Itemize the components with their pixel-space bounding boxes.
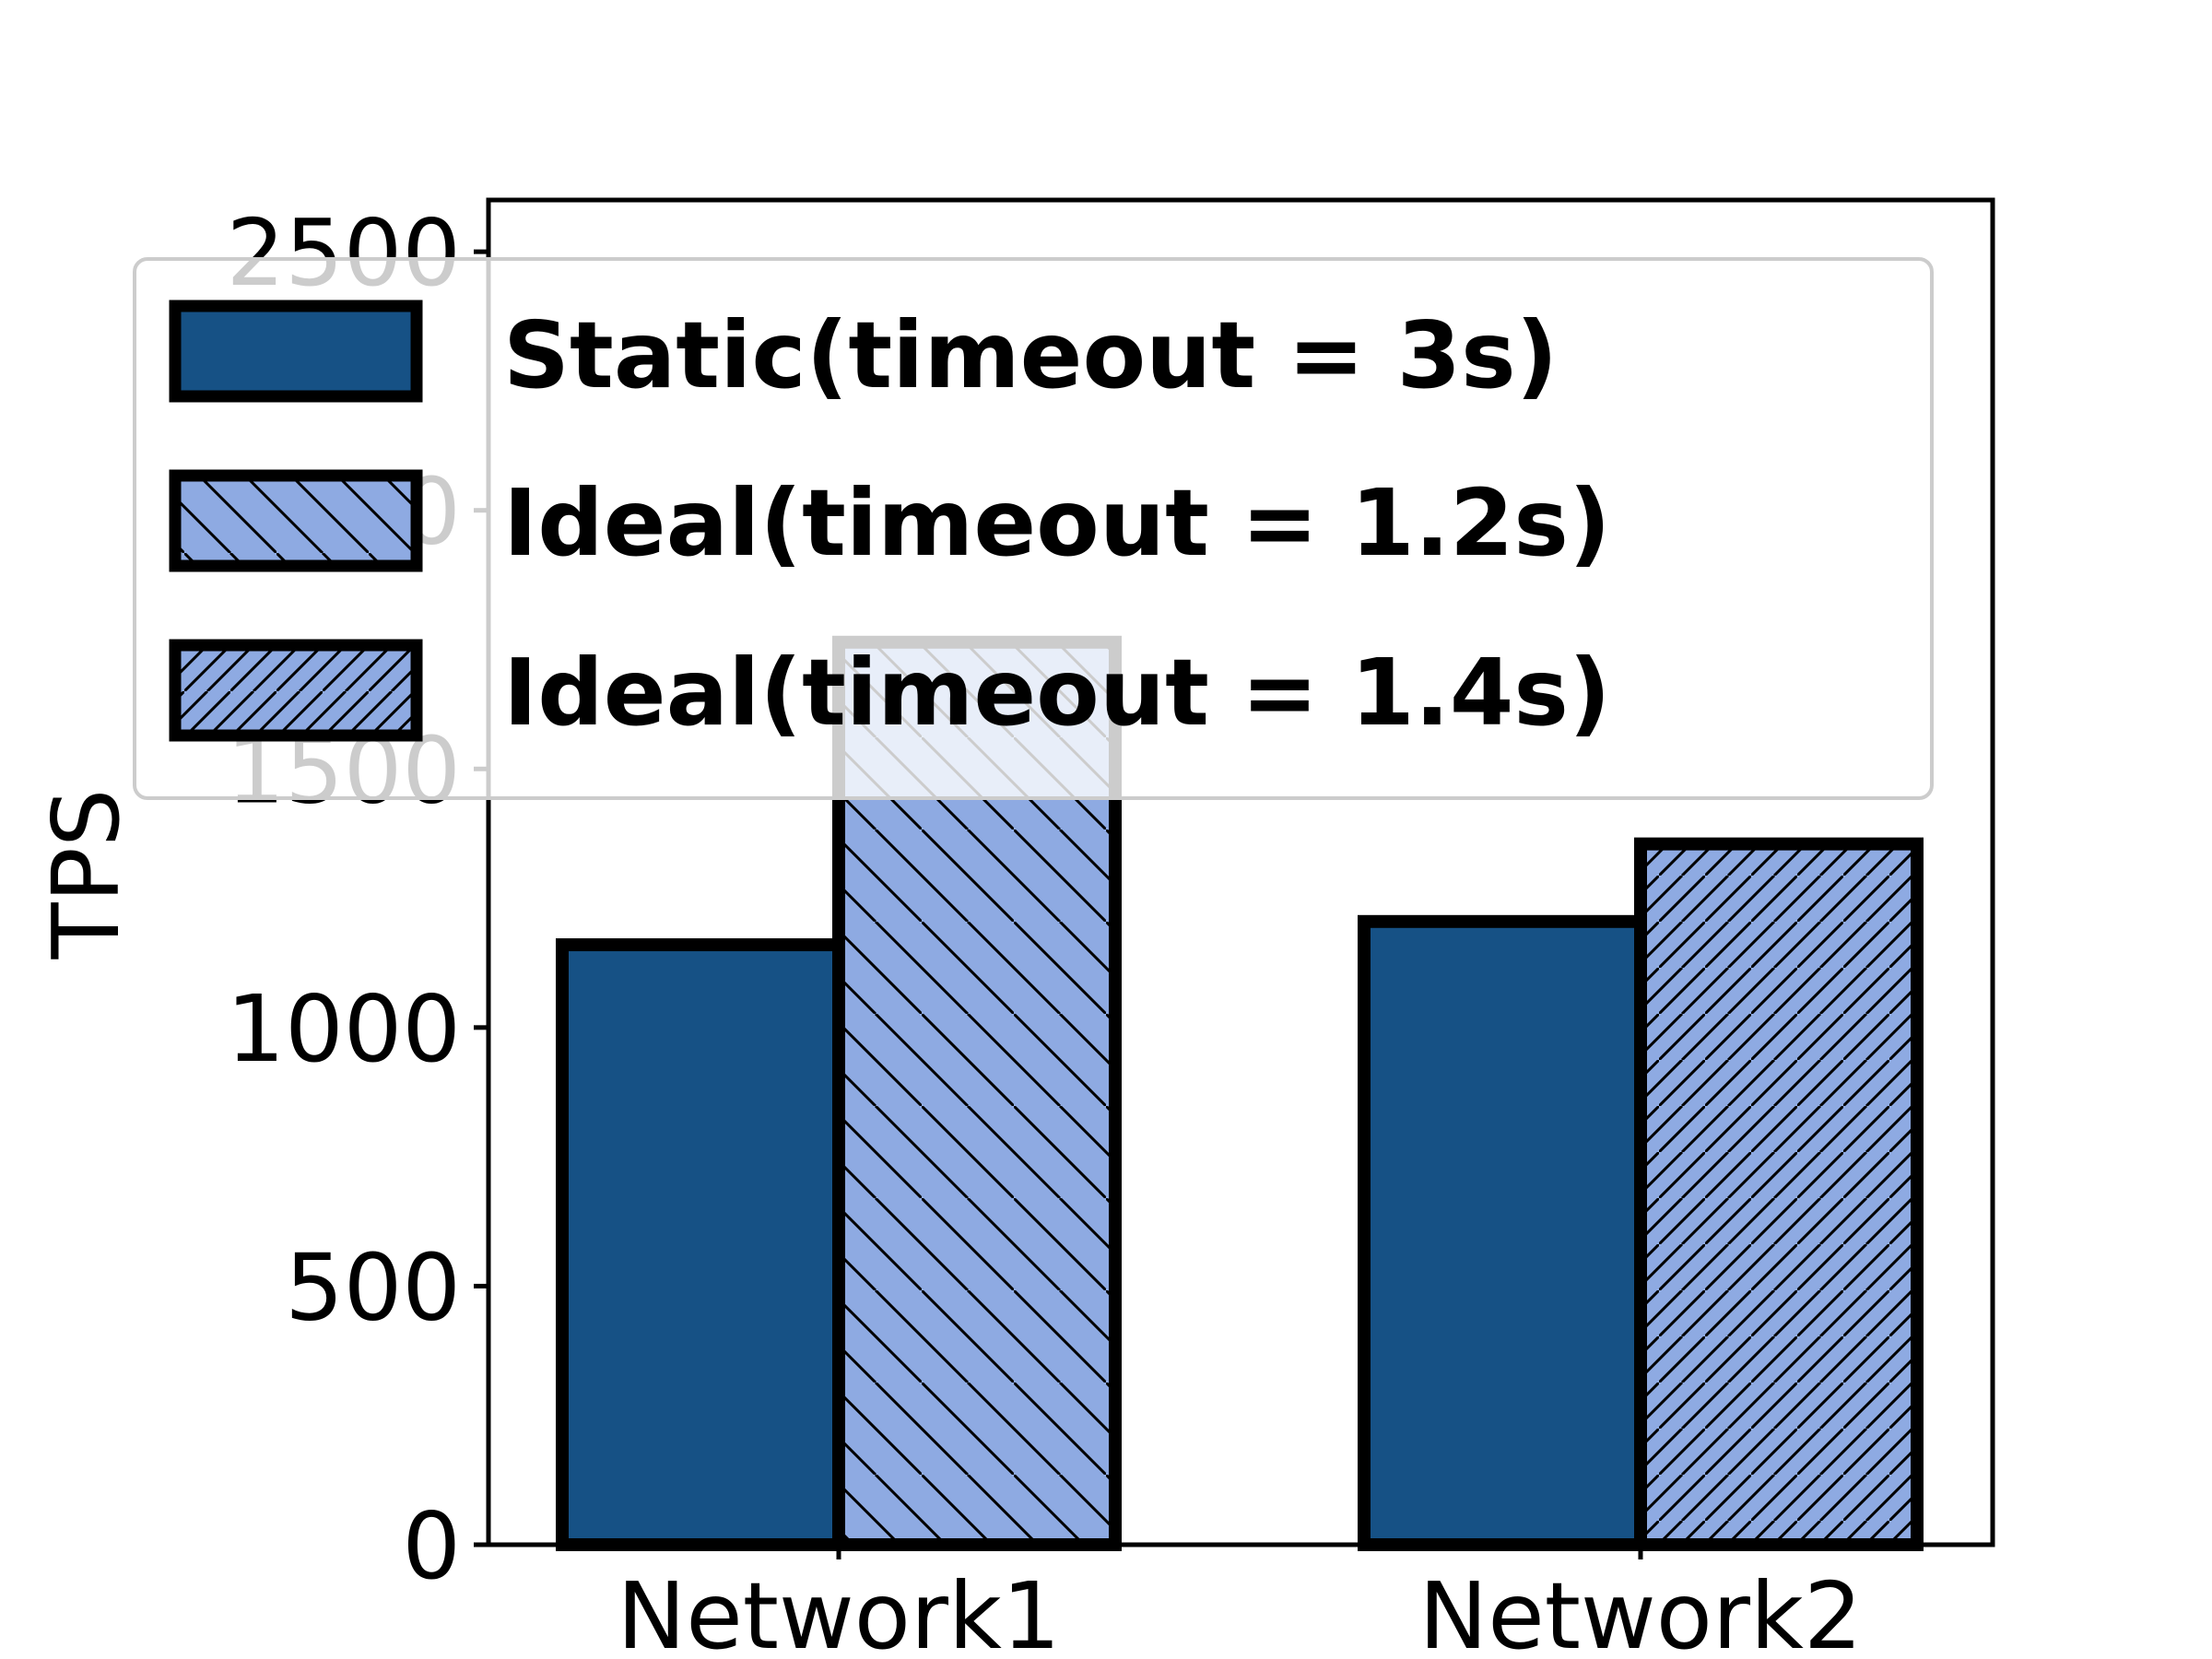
legend-label-ideal-1-4: Ideal(timeout = 1.4s) [503, 639, 1611, 747]
y-tick-label-500: 500 [285, 1233, 461, 1341]
legend-swatch-ideal-1-4 [169, 639, 423, 742]
y-tick-label-1000: 1000 [227, 975, 462, 1083]
plot-frame [486, 197, 1995, 1547]
bar-network2-series-2 [1634, 837, 1924, 1551]
x-tick-label-network1: Network1 [617, 1562, 1060, 1659]
legend-swatch-ideal-1-2 [169, 469, 423, 572]
legend-swatch-static [169, 300, 423, 403]
y-tick-label-0: 0 [402, 1492, 461, 1600]
bar-network2-series-0 [1358, 914, 1647, 1551]
legend-box [133, 257, 1934, 800]
y-axis-label: TPS [32, 789, 140, 960]
x-tick-label-network2: Network2 [1418, 1562, 1862, 1659]
legend: Static(timeout = 3s) Ideal(timeout = 1.2… [133, 257, 1934, 800]
legend-label-ideal-1-2: Ideal(timeout = 1.2s) [503, 469, 1611, 577]
legend-label-static: Static(timeout = 3s) [503, 301, 1558, 409]
bar-network1-series-0 [556, 938, 845, 1551]
